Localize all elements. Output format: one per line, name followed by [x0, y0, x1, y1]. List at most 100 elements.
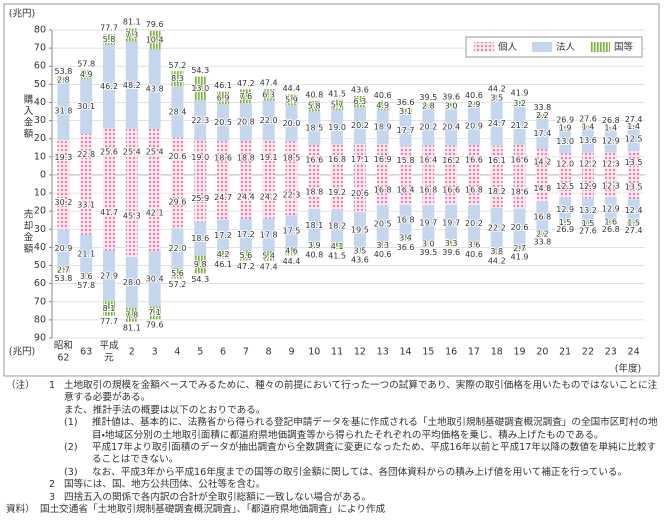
- bar-segment: [103, 34, 116, 45]
- data-label: 17.2: [237, 230, 255, 239]
- x-era-label: 平成: [100, 340, 120, 352]
- data-label: 18.5: [305, 124, 323, 133]
- bar-segment: [194, 76, 207, 101]
- data-label: 16.8: [328, 155, 346, 164]
- data-label: 18.2: [488, 187, 506, 196]
- data-label: 3.5: [354, 246, 367, 255]
- data-label: 6.3: [354, 97, 367, 106]
- data-label: 3.2: [513, 99, 526, 108]
- bar-segment: [148, 251, 161, 307]
- note-row: (3) なお、平成3年から平成16年度までの国等の取引金額に関しては、各団体資料か…: [6, 467, 658, 479]
- data-label: 12.9: [602, 204, 620, 213]
- data-label: 20.2: [465, 219, 483, 228]
- y-tick-label: 80: [34, 314, 46, 325]
- data-label: 18.6: [214, 154, 232, 163]
- data-label: 24.7: [214, 193, 232, 202]
- bar-segment: [331, 242, 344, 251]
- data-label: 18.6: [511, 187, 529, 196]
- notes: （注） 1 土地取引の規模を金額ベースでみるために、種々の前提において行った一つの試…: [6, 380, 658, 516]
- data-label: 13.5: [625, 183, 643, 192]
- data-label: 8.3: [171, 74, 184, 83]
- x-unit: (年度): [615, 363, 641, 375]
- y-tick-label: 10: [34, 151, 46, 162]
- bar-segment: [422, 205, 435, 242]
- data-label: 16.6: [442, 185, 460, 194]
- data-label: 10.4: [146, 36, 164, 45]
- bar-segment: [125, 128, 138, 175]
- x-tick-label: 22: [582, 347, 594, 358]
- data-label: 3.8: [490, 247, 503, 256]
- data-label: 25.4: [123, 147, 141, 156]
- bar-segment: [467, 107, 480, 145]
- bar-segment: [80, 273, 93, 280]
- data-label: 16.6: [305, 155, 323, 164]
- bar-segment: [581, 152, 594, 175]
- y-tick-label: 30: [34, 115, 46, 126]
- data-label: 17.1: [351, 155, 369, 164]
- bar-segment: [57, 229, 70, 268]
- bar-segment: [57, 174, 70, 230]
- bar-segment: [308, 209, 321, 242]
- total-label: 81.1: [123, 323, 141, 332]
- data-label: 28.0: [123, 278, 141, 287]
- bar-segment: [171, 71, 184, 87]
- data-label: 17.4: [533, 129, 551, 138]
- data-label: 30.2: [54, 198, 72, 207]
- data-label: 17.2: [214, 231, 232, 240]
- total-label: 53.8: [54, 67, 72, 76]
- y-tick-label: 50: [34, 260, 46, 271]
- data-label: 20.9: [54, 244, 72, 253]
- bar-segment: [353, 212, 366, 248]
- bar-segment: [331, 110, 344, 145]
- data-label: 2.2: [536, 230, 549, 239]
- data-label: 20.4: [442, 123, 460, 132]
- upper-label: 購入金額: [22, 93, 34, 140]
- total-label: 57.8: [77, 281, 95, 290]
- note-text: 土地取引の規模を金額ベースでみるために、種々の前提において行った一つの試算であり…: [64, 380, 658, 404]
- bar-segment: [308, 144, 321, 175]
- data-label: 1.4: [627, 122, 640, 131]
- data-label: 20.2: [419, 122, 437, 131]
- bar-segment: [604, 197, 617, 221]
- y-tick-label: 80: [34, 25, 46, 36]
- data-label: 25.9: [191, 194, 209, 203]
- bar-segment: [627, 125, 640, 128]
- bar-segment: [308, 100, 321, 112]
- bar-segment: [103, 128, 116, 175]
- lower-label: 売却金額: [22, 208, 34, 255]
- total-label: 26.9: [556, 225, 574, 234]
- x-tick-label: 7: [243, 347, 249, 358]
- total-label: 27.4: [625, 226, 643, 235]
- data-label: 24.7: [488, 119, 506, 128]
- source-label: 資料）: [6, 504, 35, 516]
- x-tick-label: 24: [628, 347, 640, 358]
- bar-segment: [308, 174, 321, 210]
- data-label: 18.5: [283, 154, 301, 163]
- bar-segment: [239, 174, 252, 220]
- bar-segment: [308, 111, 321, 145]
- data-label: 3.6: [468, 241, 481, 250]
- bar-segment: [422, 174, 435, 206]
- bar-segment: [285, 105, 298, 142]
- note-marker: (1): [64, 417, 78, 429]
- data-label: 31.8: [54, 107, 72, 116]
- bar-segment: [467, 205, 480, 242]
- data-label: 20.8: [237, 118, 255, 127]
- bar-segment: [581, 174, 594, 199]
- data-label: 6.9: [217, 93, 230, 102]
- data-label: 2.2: [536, 111, 549, 120]
- total-label: 54.3: [191, 275, 209, 284]
- bar-segment: [103, 250, 116, 302]
- data-label: 22.0: [169, 244, 187, 253]
- data-label: 17.8: [260, 230, 278, 239]
- source-row: 資料） 国土交通省「土地取引規制基礎調査概況調査」、「都道府県地価調査」により作成: [6, 504, 658, 516]
- bar-segment: [490, 248, 503, 256]
- bar-segment: [422, 145, 435, 175]
- total-label: 33.8: [533, 103, 551, 112]
- total-label: 40.8: [305, 250, 323, 259]
- x-tick-label: 3: [152, 347, 158, 358]
- data-label: 12.9: [556, 205, 574, 214]
- data-label: 17.5: [283, 227, 301, 236]
- data-label: 3.5: [490, 93, 503, 102]
- bar-segment: [490, 94, 503, 102]
